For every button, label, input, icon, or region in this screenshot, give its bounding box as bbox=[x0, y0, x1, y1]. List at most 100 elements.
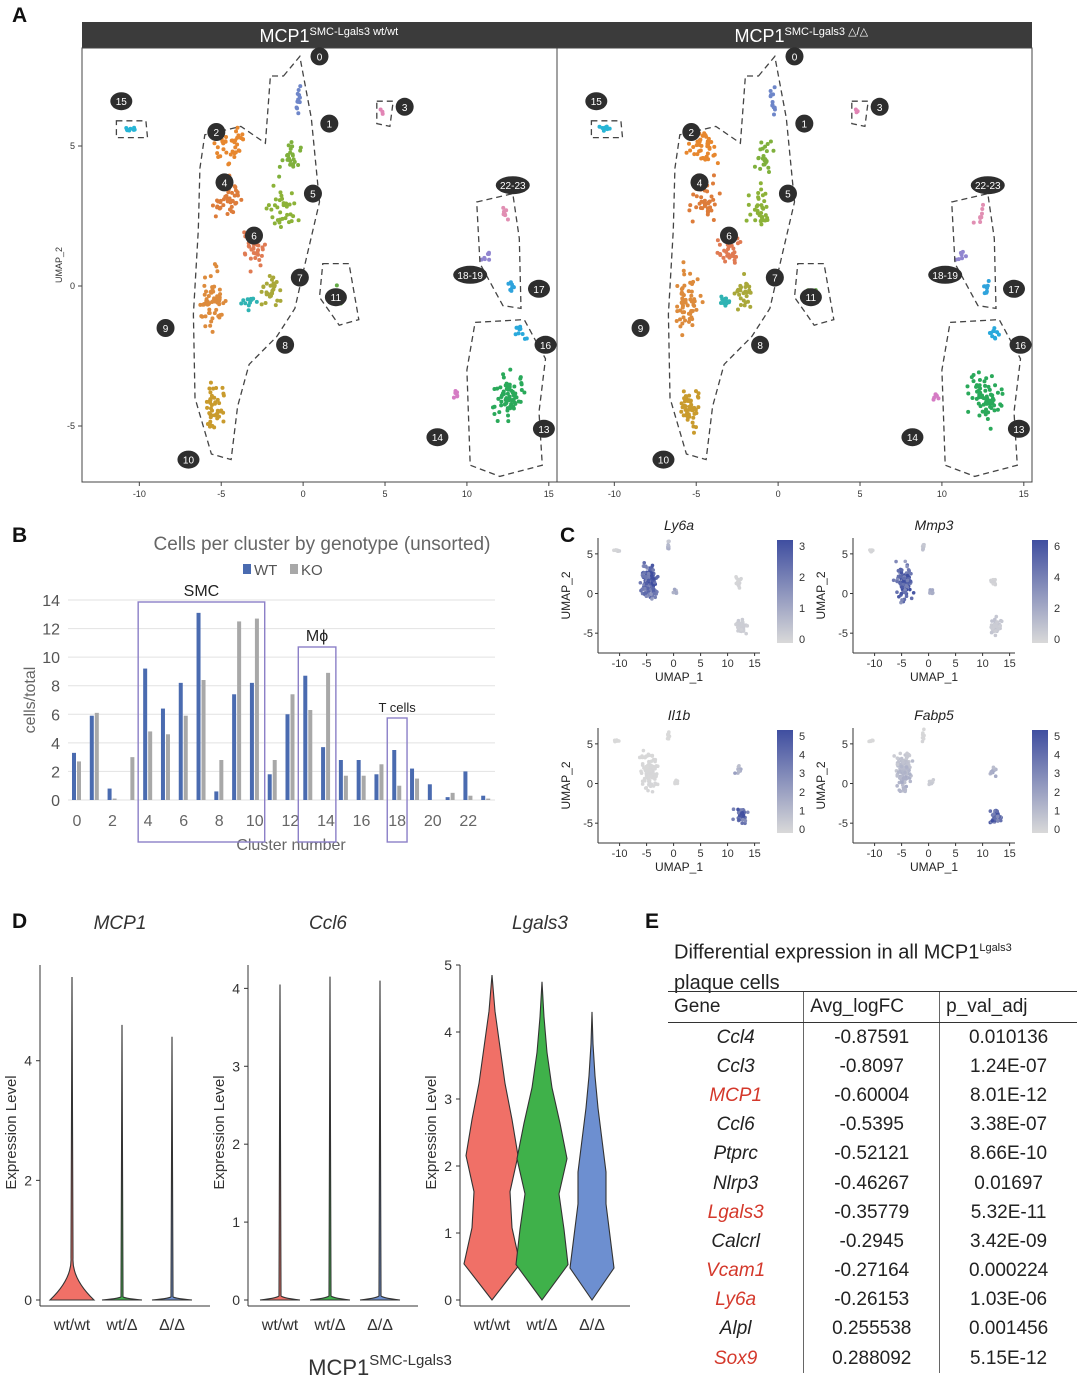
cluster-badge bbox=[631, 319, 650, 337]
cell-gene: Vcam1 bbox=[706, 1260, 766, 1282]
umap-cell bbox=[380, 111, 385, 116]
umap-cell bbox=[218, 200, 223, 205]
y-tick-label: 0 bbox=[24, 1292, 32, 1308]
cluster-badge bbox=[1002, 279, 1025, 298]
cluster-outline bbox=[466, 318, 547, 478]
umap-cell bbox=[233, 185, 238, 190]
feature-cell bbox=[654, 764, 659, 768]
umap-cell bbox=[274, 280, 279, 285]
bar-ko bbox=[254, 618, 259, 800]
bar-ko bbox=[94, 712, 99, 800]
bar-ko bbox=[165, 734, 170, 800]
umap-cell bbox=[284, 204, 289, 209]
umap-cell bbox=[217, 287, 222, 292]
umap-cell bbox=[983, 383, 988, 388]
feature-cell bbox=[899, 756, 904, 761]
umap-cell bbox=[271, 287, 276, 292]
feature-cell bbox=[653, 757, 658, 762]
x-tick-label: -10 bbox=[612, 848, 628, 860]
umap-cell bbox=[744, 294, 749, 299]
cluster-outline bbox=[590, 120, 624, 139]
umap-cell bbox=[979, 211, 984, 216]
umap-cell bbox=[982, 284, 987, 289]
umap-cell bbox=[239, 197, 244, 202]
umap-cell bbox=[275, 298, 280, 303]
feature-cell bbox=[998, 818, 1003, 823]
umap-cell bbox=[753, 218, 758, 223]
legend-label-wt: WT bbox=[254, 562, 277, 579]
cluster-badge bbox=[110, 92, 133, 111]
bar-wt bbox=[178, 682, 183, 800]
y-tick-label: 4 bbox=[232, 980, 240, 996]
scale-label: 6 bbox=[1054, 541, 1060, 553]
umap-cell bbox=[975, 389, 980, 394]
feature-cell bbox=[641, 748, 646, 753]
facet-title: MCP1SMC-Lgals3 △/△ bbox=[735, 26, 869, 46]
umap-cell bbox=[265, 291, 270, 296]
umap-cell bbox=[698, 293, 703, 298]
umap-cell bbox=[492, 412, 497, 417]
y-tick-label: 3 bbox=[232, 1058, 240, 1074]
scale-label: 2 bbox=[1054, 787, 1060, 799]
umap-cell bbox=[717, 242, 722, 247]
umap-cell bbox=[680, 297, 685, 302]
cluster-badge-label: 13 bbox=[1013, 425, 1025, 436]
bar-wt bbox=[321, 747, 326, 800]
umap-cell bbox=[242, 230, 247, 235]
cell-fc: -0.52121 bbox=[803, 1139, 940, 1169]
bar-ko bbox=[415, 778, 420, 800]
bar-ko bbox=[290, 694, 295, 800]
umap-cell bbox=[278, 190, 283, 195]
umap-cell bbox=[712, 152, 717, 157]
feature-cell bbox=[905, 578, 910, 583]
umap-cell bbox=[738, 296, 743, 301]
group-label: Δ/Δ bbox=[159, 1317, 185, 1334]
feature-cell bbox=[993, 816, 997, 820]
umap-cell bbox=[205, 302, 210, 307]
umap-cell bbox=[695, 152, 700, 157]
umap-cell bbox=[262, 242, 267, 247]
umap-cell bbox=[215, 198, 220, 203]
umap-cell bbox=[495, 418, 500, 423]
feature-cell bbox=[922, 543, 926, 547]
umap-cell bbox=[752, 164, 757, 169]
x-tick-label: 0 bbox=[671, 658, 677, 670]
umap-cell bbox=[763, 218, 768, 223]
cluster-badge-label: 6 bbox=[726, 232, 732, 243]
feature-cell bbox=[745, 624, 750, 628]
x-tick-label: -10 bbox=[612, 658, 628, 670]
y-axis-label: UMAP_2 bbox=[54, 247, 64, 283]
umap-cell bbox=[289, 191, 294, 196]
umap-cell bbox=[218, 292, 223, 297]
umap-cell bbox=[203, 324, 208, 329]
umap-cell bbox=[224, 150, 229, 155]
feature-cell bbox=[929, 781, 934, 786]
umap-cell bbox=[278, 225, 283, 230]
bar-wt bbox=[285, 714, 290, 800]
umap-cell bbox=[496, 396, 501, 401]
cell-gene: Sox9 bbox=[713, 1347, 758, 1369]
umap-cell bbox=[685, 410, 690, 415]
umap-cell bbox=[691, 415, 696, 420]
umap-cell bbox=[517, 327, 522, 332]
bar-ko bbox=[201, 680, 206, 800]
cluster-badge bbox=[1007, 419, 1030, 438]
color-scale bbox=[777, 730, 793, 833]
umap-cell bbox=[759, 140, 764, 145]
umap-cell bbox=[223, 194, 228, 199]
umap-cell bbox=[259, 302, 264, 307]
umap-cell bbox=[334, 283, 339, 288]
cell-gene: Ccl6 bbox=[716, 1114, 755, 1136]
umap-cell bbox=[508, 397, 513, 402]
umap-cell bbox=[213, 299, 218, 304]
x-tick-label: 5 bbox=[953, 848, 959, 860]
umap-cell bbox=[705, 212, 710, 217]
umap-cell bbox=[980, 207, 985, 212]
bar-wt bbox=[392, 750, 397, 800]
umap-cell bbox=[694, 411, 699, 416]
umap-cell bbox=[688, 271, 693, 276]
feature-cell bbox=[650, 563, 655, 568]
umap-cell bbox=[695, 277, 700, 282]
feature-cell bbox=[643, 574, 648, 579]
scale-label: 2 bbox=[1054, 603, 1060, 615]
